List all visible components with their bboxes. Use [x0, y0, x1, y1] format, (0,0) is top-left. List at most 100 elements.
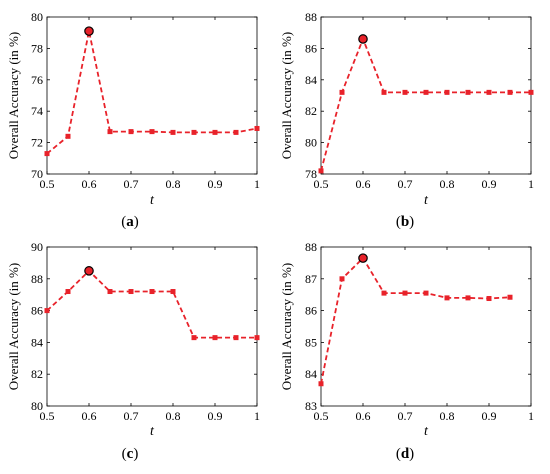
data-point — [170, 129, 176, 135]
y-tick-label: 78 — [31, 41, 43, 55]
data-point — [444, 89, 450, 95]
y-tick-label: 74 — [31, 104, 43, 118]
data-point — [107, 129, 113, 135]
y-tick-label: 86 — [31, 304, 43, 318]
data-point — [254, 335, 260, 341]
caption-open: ( — [396, 446, 401, 462]
data-point — [339, 89, 345, 95]
caption-close: ) — [409, 214, 414, 230]
chart-panel-a: 0.5 0.6 0.7 0.8 0.9 1 70 72 74 76 78 80 t Overall Acc… — [6, 10, 260, 230]
caption-letter: a — [126, 214, 134, 230]
caption-open: ( — [121, 214, 126, 230]
x-tick-label: 0.8 — [440, 409, 455, 423]
series-line — [46, 269, 257, 339]
y-tick-label: 84 — [305, 73, 317, 87]
x-tick-label: 0.5 — [40, 409, 55, 423]
x-tick-label: 0.9 — [208, 177, 223, 191]
y-tick-label: 80 — [31, 10, 43, 24]
data-point — [65, 289, 71, 295]
data-point — [486, 89, 492, 95]
y-tick-label: 70 — [31, 167, 43, 181]
plot-frame — [320, 246, 532, 407]
y-tick-label: 88 — [31, 272, 43, 286]
x-axis-label: t — [424, 193, 429, 208]
data-point — [423, 290, 429, 296]
y-axis-label: Overall Accuracy (in %) — [6, 32, 21, 159]
data-point — [149, 129, 155, 135]
data-point — [402, 290, 408, 296]
x-tick-label: 0.7 — [398, 177, 413, 191]
series-line — [320, 256, 511, 384]
x-tick-label: 0.5 — [40, 177, 55, 191]
data-point — [233, 129, 239, 135]
y-tick-label: 90 — [31, 240, 43, 254]
y-tick-label: 84 — [305, 367, 317, 381]
y-axis-label: Overall Accuracy (in %) — [6, 263, 21, 390]
y-tick-label: 82 — [305, 104, 317, 118]
data-point — [318, 381, 324, 387]
caption-letter: d — [401, 446, 410, 462]
highlight-point — [358, 34, 368, 44]
x-tick-label: 0.7 — [124, 409, 139, 423]
data-point — [444, 295, 450, 301]
series-line — [320, 36, 531, 172]
y-tick-label: 82 — [31, 367, 43, 381]
chart-panel-b: 0.5 0.6 0.7 0.8 0.9 1 78 80 82 84 86 88 t Overall Acc… — [279, 10, 534, 230]
chart-panel-d: 0.5 0.6 0.7 0.8 0.9 1 83 84 85 86 87 88 t Overall Acc… — [279, 240, 534, 462]
y-tick-label: 86 — [305, 304, 317, 318]
data-point — [170, 289, 176, 295]
panel-caption: (c) — [122, 446, 139, 462]
y-tick-label: 83 — [305, 399, 317, 413]
caption-letter: c — [127, 446, 134, 462]
caption-close: ) — [409, 446, 414, 462]
x-tick-label: 0.6 — [356, 409, 371, 423]
chart-panel-c: 0.5 0.6 0.7 0.8 0.9 1 80 82 84 86 88 90 t Overall Acc… — [6, 240, 260, 462]
data-point — [128, 289, 134, 295]
y-axis-label: Overall Accuracy (in %) — [279, 263, 294, 390]
y-tick-label: 76 — [31, 73, 43, 87]
data-point — [254, 125, 260, 131]
data-point — [191, 335, 197, 341]
x-tick-label: 0.9 — [482, 177, 497, 191]
y-axis-label: Overall Accuracy (in %) — [279, 32, 294, 159]
y-tick-label: 88 — [305, 10, 317, 24]
x-tick-label: 1 — [254, 409, 260, 423]
panel-caption: (a) — [121, 214, 139, 230]
y-tick-label: 87 — [305, 272, 317, 286]
x-tick-label: 0.5 — [314, 177, 329, 191]
data-point — [128, 129, 134, 135]
x-tick-label: 1 — [528, 177, 534, 191]
caption-open: ( — [122, 446, 127, 462]
x-tick-label: 0.8 — [166, 409, 181, 423]
data-point — [212, 129, 218, 135]
y-tick-label: 78 — [305, 167, 317, 181]
data-point — [381, 89, 387, 95]
series-line — [46, 30, 258, 155]
y-tick-label: 86 — [305, 41, 317, 55]
plot-frame — [46, 246, 258, 407]
caption-letter: b — [401, 214, 409, 230]
y-tick-label: 88 — [305, 240, 317, 254]
y-tick-label: 80 — [305, 136, 317, 150]
x-axis-label: t — [424, 424, 429, 439]
x-tick-label: 0.5 — [314, 409, 329, 423]
caption-open: ( — [396, 214, 401, 230]
caption-close: ) — [134, 214, 139, 230]
data-point — [339, 276, 345, 282]
data-point — [465, 295, 471, 301]
data-point — [381, 290, 387, 296]
highlight-point — [84, 266, 94, 276]
data-point — [423, 89, 429, 95]
data-point — [107, 289, 113, 295]
x-tick-label: 0.6 — [82, 177, 97, 191]
x-axis-label: t — [150, 424, 155, 439]
data-point — [44, 151, 50, 157]
data-point — [233, 335, 239, 341]
x-tick-label: 0.7 — [124, 177, 139, 191]
x-tick-label: 0.9 — [482, 409, 497, 423]
data-point — [44, 308, 50, 314]
y-tick-label: 84 — [31, 335, 43, 349]
x-tick-label: 0.6 — [356, 177, 371, 191]
y-tick-label: 85 — [305, 335, 317, 349]
